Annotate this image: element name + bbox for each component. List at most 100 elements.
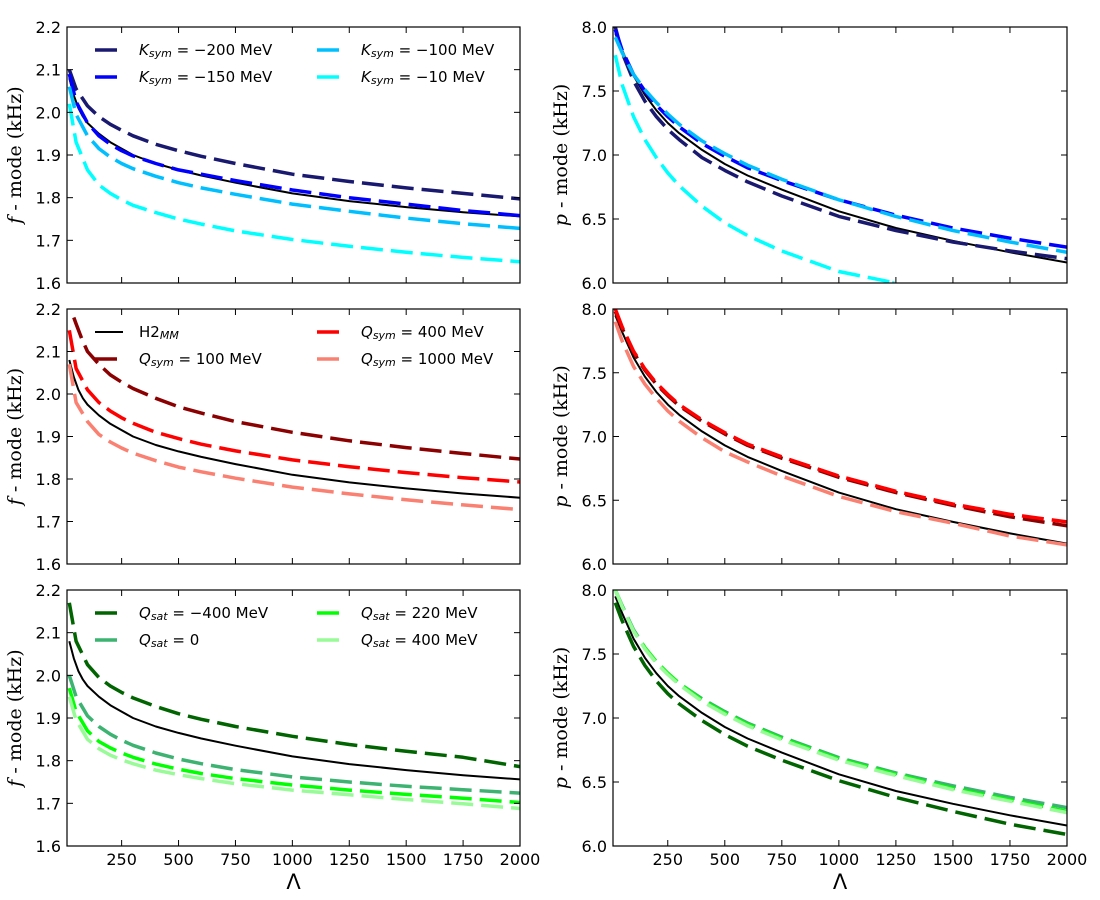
legend: Ksym = −200 MeV Ksym = −150 MeV Ksym = −10… <box>95 41 495 88</box>
y-tick-label: 1.7 <box>36 794 61 813</box>
y-tick-label: 1.9 <box>36 709 61 728</box>
y-tick-label: 1.6 <box>36 555 61 574</box>
series-line-qsym_400 <box>613 309 1067 524</box>
series-line-qsat_220 <box>613 590 1067 814</box>
legend-label: Qsat = −400 MeV <box>139 604 269 624</box>
legend-label: Ksym = −10 MeV <box>361 68 486 88</box>
series-group <box>67 316 520 512</box>
y-tick-label: 1.6 <box>36 274 61 293</box>
legend: H2MM Qsym = 100 MeV Qsym = 400 MeV Qsym = 1… <box>95 323 494 370</box>
series-line-ksym_m200 <box>67 69 520 201</box>
y-axis-label: p - mode (kHz) <box>550 647 572 790</box>
x-tick-label: 1750 <box>990 850 1031 869</box>
y-tick-label: 2.1 <box>36 624 61 643</box>
series-line-qsat_400 <box>613 590 1067 815</box>
y-axis-label: f - mode (kHz) <box>4 86 26 225</box>
series-line-ksym_m100 <box>67 86 520 231</box>
y-tick-label: 1.6 <box>36 837 61 856</box>
series-line-base <box>614 33 1067 264</box>
series-line-ksym_m100 <box>613 36 1067 255</box>
legend-label: Qsym = 400 MeV <box>361 323 484 343</box>
series-line-qsym_400 <box>67 329 520 484</box>
panel-f_qsym: 1.6 1.7 1.8 1.9 2.0 2.1 2.2 f - mode (kHz) H2MM Q… <box>4 300 521 574</box>
x-axis-label: Λ <box>833 870 848 894</box>
plot-frame <box>612 26 1068 284</box>
x-tick-label: 1000 <box>272 850 313 869</box>
legend-label: Ksym = −150 MeV <box>139 68 273 88</box>
y-tick-label: 1.9 <box>36 146 61 165</box>
y-tick-label: 2.2 <box>36 581 61 600</box>
plot-frame <box>612 589 1068 847</box>
legend-label: Qsat = 400 MeV <box>361 631 478 651</box>
panel-p_qsym: 6.0 6.5 7.0 7.5 8.0 p - mode (kHz) <box>550 300 1068 574</box>
series-line-qsat_0 <box>67 674 520 795</box>
series-line-qsat_m400 <box>613 602 1067 837</box>
x-tick-label: 2000 <box>1047 850 1088 869</box>
y-tick-label: 7.0 <box>582 428 607 447</box>
series-line-qsym_1000 <box>613 321 1067 547</box>
y-tick-label: 7.5 <box>582 364 607 383</box>
y-tick-label: 2.1 <box>36 343 61 362</box>
y-tick-label: 2.2 <box>36 300 61 319</box>
x-tick-label: 1000 <box>818 850 859 869</box>
panel-f_qsat: 250 500 750 1000 1250 1500 1750 2000 1.6 1.7 1.8 1.… <box>4 581 540 894</box>
y-tick-label: 2.0 <box>36 385 61 404</box>
legend: Qsat = −400 MeV Qsat = 0 Qsat = 220 MeV Qsa… <box>95 604 478 651</box>
series-line-base <box>68 359 520 499</box>
series-line-qsym_1000 <box>67 363 520 512</box>
series-line-qsat_m400 <box>67 602 520 769</box>
series-line-base <box>68 640 520 781</box>
series-line-qsat_400 <box>67 696 520 811</box>
y-tick-label: 8.0 <box>582 18 607 37</box>
y-tick-label: 8.0 <box>582 300 607 319</box>
series-line-ksym_m10 <box>67 103 520 264</box>
y-tick-label: 7.5 <box>582 82 607 101</box>
legend-label: Qsat = 220 MeV <box>361 604 478 624</box>
y-tick-label: 7.0 <box>582 709 607 728</box>
y-tick-label: 7.0 <box>582 146 607 165</box>
y-tick-label: 2.0 <box>36 666 61 685</box>
y-tick-label: 1.7 <box>36 513 61 532</box>
y-axis-label: p - mode (kHz) <box>550 84 572 227</box>
panel-p_qsat: 250 500 750 1000 1250 1500 1750 2000 6.0 6.5 7.0 7.… <box>550 581 1087 894</box>
y-tick-label: 2.0 <box>36 103 61 122</box>
x-tick-label: 1500 <box>933 850 974 869</box>
x-tick-label: 250 <box>652 850 683 869</box>
y-tick-label: 6.0 <box>582 274 607 293</box>
legend-label: Ksym = −200 MeV <box>139 41 273 61</box>
y-tick-label: 8.0 <box>582 581 607 600</box>
series-line-base <box>614 315 1067 545</box>
y-axis-label: p - mode (kHz) <box>550 365 572 508</box>
series-line-ksym_m150 <box>613 29 1067 249</box>
y-tick-label: 1.8 <box>36 470 61 489</box>
series-group <box>613 309 1067 547</box>
series-line-ksym_m10 <box>613 54 898 283</box>
series-line-base <box>68 77 520 218</box>
x-tick-label: 1750 <box>443 850 484 869</box>
series-line-ksym_m150 <box>67 73 520 218</box>
panel-p_ksym: 6.0 6.5 7.0 7.5 8.0 p - mode (kHz) <box>550 18 1068 293</box>
x-tick-label: 750 <box>767 850 798 869</box>
series-line-qsat_220 <box>67 687 520 805</box>
x-tick-label: 250 <box>106 850 137 869</box>
y-axis-label: f - mode (kHz) <box>4 368 26 507</box>
y-tick-label: 6.0 <box>582 837 607 856</box>
y-tick-label: 1.9 <box>36 428 61 447</box>
x-tick-label: 750 <box>220 850 251 869</box>
x-tick-label: 1250 <box>329 850 370 869</box>
legend-label: Qsym = 100 MeV <box>139 350 262 370</box>
y-tick-label: 2.2 <box>36 18 61 37</box>
y-tick-label: 6.5 <box>582 210 607 229</box>
x-axis-label: Λ <box>286 870 301 894</box>
legend-label: Qsat = 0 <box>139 631 199 651</box>
x-tick-label: 1500 <box>386 850 427 869</box>
y-tick-label: 7.5 <box>582 645 607 664</box>
y-tick-label: 6.5 <box>582 773 607 792</box>
series-group <box>613 27 1067 283</box>
x-tick-label: 500 <box>163 850 194 869</box>
y-tick-label: 2.1 <box>36 61 61 80</box>
series-group <box>613 590 1067 837</box>
panel-f_ksym: 1.6 1.7 1.8 1.9 2.0 2.1 2.2 f - mode (kHz) Ksym … <box>4 18 521 293</box>
x-tick-label: 2000 <box>500 850 541 869</box>
